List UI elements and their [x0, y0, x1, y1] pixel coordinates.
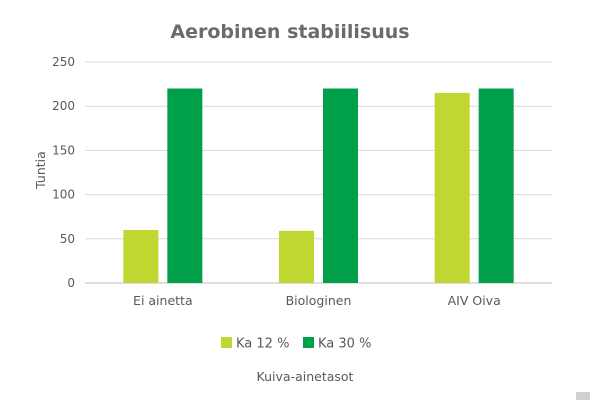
- bar-ka30-0: [167, 88, 203, 284]
- category-label: Biologinen: [286, 293, 352, 308]
- y-tick-label: 250: [52, 55, 75, 69]
- gridlines: [85, 61, 552, 284]
- y-tick-label: 100: [52, 188, 75, 202]
- legend-swatch-ka30: [303, 337, 314, 348]
- bar-ka12-1: [279, 230, 314, 283]
- bar-ka30-1: [323, 88, 358, 284]
- y-tick-label: 150: [52, 143, 75, 157]
- legend-swatch-ka12: [221, 337, 232, 348]
- y-tick-labels: 0 50 100 150 200 250: [52, 55, 75, 290]
- corner-mark: [576, 392, 590, 400]
- y-tick-label: 50: [60, 232, 75, 246]
- legend-label-ka12: Ka 12 %: [236, 337, 289, 352]
- bar-ka30-2: [478, 88, 514, 284]
- bar-ka12-2: [434, 92, 470, 283]
- legend-label-ka30: Ka 30 %: [318, 337, 371, 352]
- category-labels: Ei ainetta Biologinen AIV Oiva: [133, 293, 501, 308]
- bars: [123, 88, 514, 284]
- y-tick-label: 0: [67, 276, 75, 290]
- category-label: AIV Oiva: [448, 293, 501, 308]
- category-label: Ei ainetta: [133, 293, 193, 308]
- y-tick-label: 200: [52, 99, 75, 113]
- bar-ka12-0: [123, 229, 159, 283]
- chart-title: Aerobinen stabiilisuus: [170, 21, 409, 43]
- x-axis-label: Kuiva-ainetasot: [257, 369, 354, 384]
- y-axis-label: Tuntia: [33, 151, 48, 190]
- legend: Ka 12 % Ka 30 %: [221, 337, 371, 352]
